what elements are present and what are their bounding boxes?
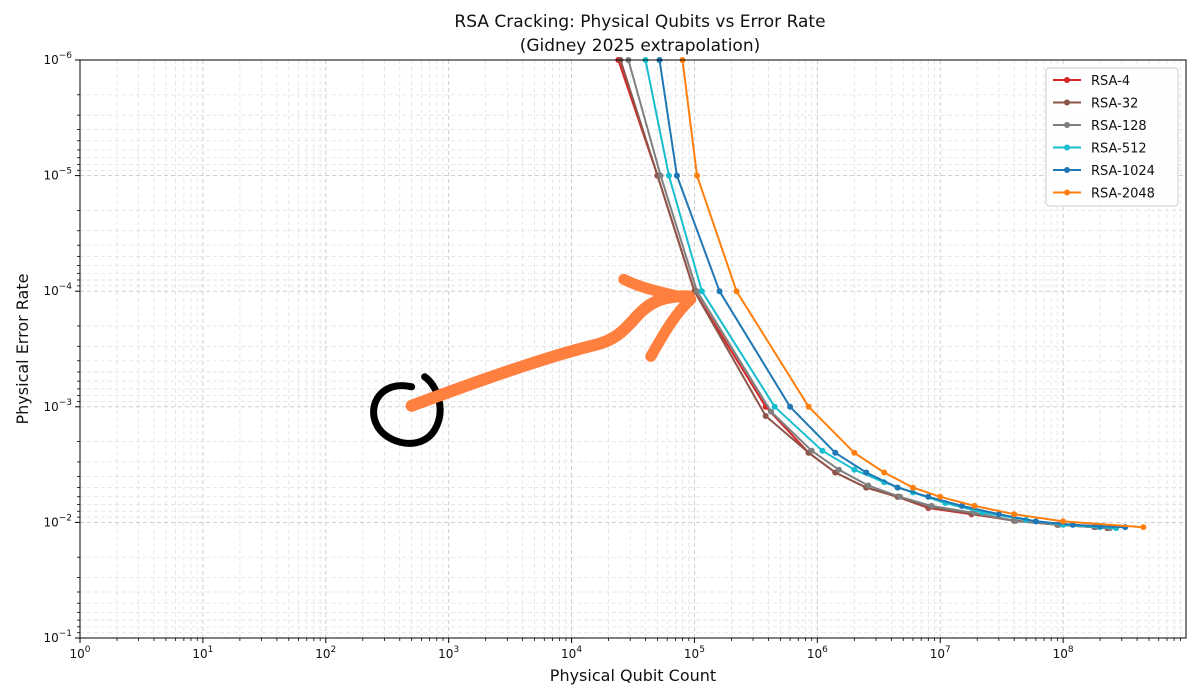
chart-title-line2: (Gidney 2025 extrapolation) (520, 36, 761, 56)
legend-item-rsa-32: RSA-32 (1053, 97, 1138, 112)
data-point-rsa-1024 (832, 449, 839, 456)
series-rsa-2048 (679, 57, 1147, 531)
legend-label: RSA-32 (1091, 97, 1138, 112)
data-point-rsa-2048 (971, 502, 978, 509)
legend-marker (1064, 122, 1070, 128)
data-point-rsa-32 (762, 412, 769, 419)
data-point-rsa-1024 (716, 288, 723, 295)
annotation-arrow-head (618, 273, 697, 362)
legend-item-rsa-128: RSA-128 (1053, 119, 1147, 134)
data-point-rsa-2048 (1060, 518, 1067, 525)
data-point-rsa-2048 (881, 469, 888, 476)
data-point-rsa-2048 (694, 172, 701, 179)
data-point-rsa-2048 (733, 288, 740, 295)
series-line-rsa-1024 (658, 59, 1126, 529)
data-point-rsa-1024 (958, 502, 965, 509)
data-point-rsa-128 (896, 493, 903, 500)
data-point-rsa-2048 (851, 449, 858, 456)
legend-label: RSA-1024 (1091, 164, 1155, 179)
legend-item-rsa-2048: RSA-2048 (1053, 187, 1155, 202)
data-point-rsa-1024 (863, 469, 870, 476)
data-point-rsa-2048 (1011, 511, 1018, 518)
annotation-overlay (370, 273, 697, 447)
data-point-rsa-128 (808, 447, 815, 454)
data-point-rsa-512 (819, 447, 826, 454)
data-point-rsa-128 (657, 172, 664, 179)
data-point-rsa-128 (694, 288, 701, 295)
data-point-rsa-128 (1012, 517, 1019, 524)
legend-label: RSA-4 (1091, 74, 1130, 89)
data-point-rsa-512 (698, 288, 705, 295)
legend-item-rsa-4: RSA-4 (1053, 74, 1130, 89)
data-point-rsa-1024 (925, 493, 932, 500)
data-point-rsa-2048 (909, 484, 916, 491)
legend-label: RSA-128 (1091, 119, 1147, 134)
legend-marker (1064, 144, 1070, 151)
data-point-rsa-1024 (1032, 518, 1039, 525)
legend-marker (1064, 77, 1070, 83)
data-point-rsa-1024 (673, 172, 680, 179)
legend-label: RSA-2048 (1091, 187, 1155, 202)
data-point-rsa-2048 (1140, 524, 1147, 531)
data-point-rsa-512 (771, 403, 778, 410)
data-point-rsa-512 (851, 466, 858, 473)
y-axis-label: Physical Error Rate (13, 274, 32, 425)
legend-marker (1064, 189, 1070, 196)
data-point-rsa-128 (865, 482, 872, 489)
data-point-rsa-1024 (787, 403, 794, 410)
legend-marker (1064, 99, 1070, 106)
data-point-rsa-512 (665, 172, 672, 179)
data-point-rsa-128 (928, 502, 935, 509)
legend-label: RSA-512 (1091, 142, 1147, 157)
plot-area-frame (79, 59, 1187, 639)
series-line-rsa-2048 (681, 59, 1144, 529)
annotation-arrow-shaft (405, 290, 695, 412)
x-axis-label: Physical Qubit Count (550, 666, 716, 685)
data-point-rsa-1024 (894, 484, 901, 491)
data-point-rsa-1024 (1069, 521, 1076, 528)
legend-item-rsa-512: RSA-512 (1053, 142, 1147, 157)
legend-marker (1064, 167, 1070, 173)
legend: RSA-4 RSA-32 RSA-128 RSA-512 RSA-1024 RSA-204… (1045, 67, 1179, 207)
series-lines (615, 57, 1147, 532)
legend-item-rsa-1024: RSA-1024 (1053, 164, 1155, 179)
data-point-rsa-1024 (995, 511, 1002, 518)
data-point-rsa-128 (768, 408, 775, 415)
chart-title-line1: RSA Cracking: Physical Qubits vs Error R… (454, 12, 825, 32)
data-point-rsa-2048 (805, 403, 812, 410)
data-point-rsa-128 (835, 466, 842, 473)
data-point-rsa-2048 (937, 493, 944, 500)
